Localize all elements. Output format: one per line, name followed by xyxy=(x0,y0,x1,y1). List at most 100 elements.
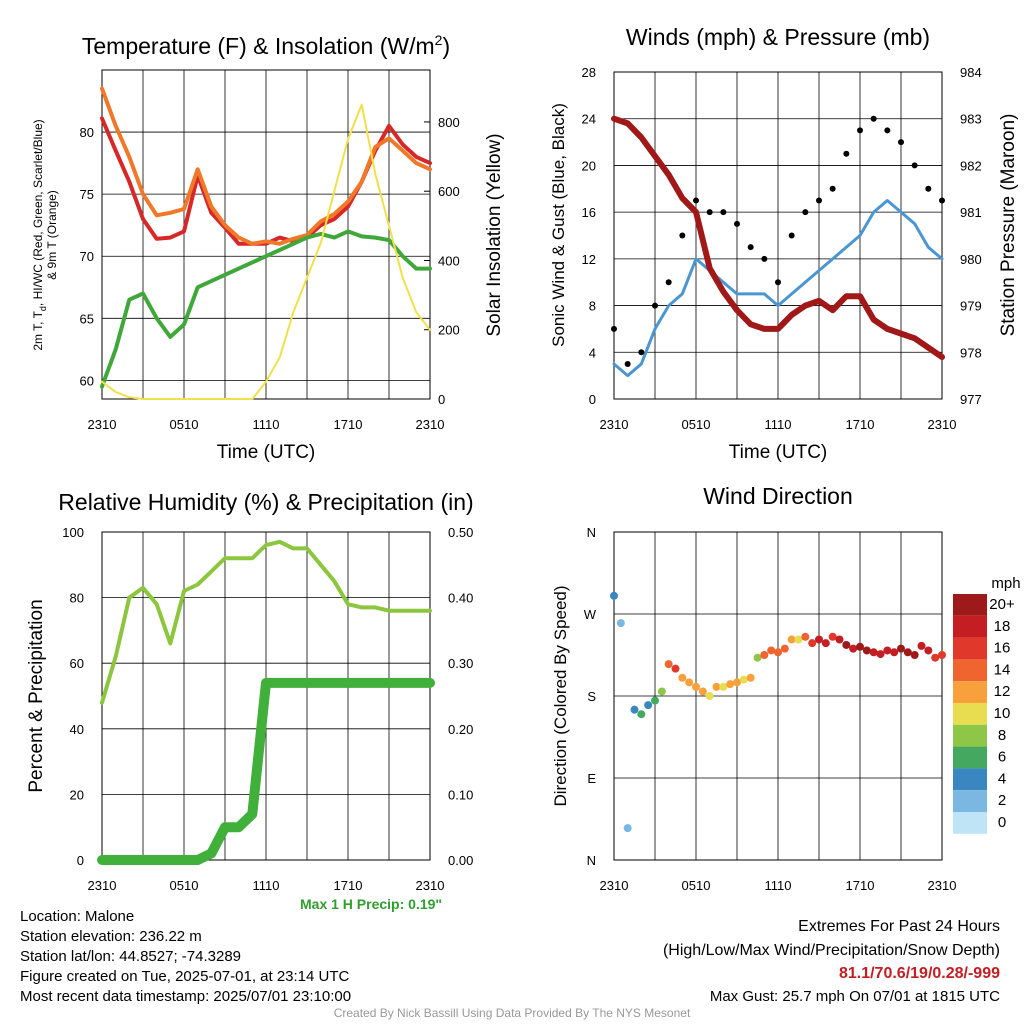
temperature-ytick-label: 75 xyxy=(80,187,94,202)
humidity-ytick-label: 100 xyxy=(62,525,84,540)
winds-gust-point xyxy=(816,197,822,204)
humidity-xtick-label: 2310 xyxy=(416,878,445,893)
humidity-xtick-label: 2310 xyxy=(88,878,117,893)
winds-gust-point xyxy=(706,209,713,216)
direction-point xyxy=(869,648,878,657)
direction-point xyxy=(644,701,653,710)
winds-xtick-label: 1110 xyxy=(765,417,792,432)
direction-point xyxy=(924,646,933,655)
direction-ylabel-left: Direction (Colored By Speed) xyxy=(551,585,570,806)
winds-panel-group: 0 4 8 12 16 20 24 28 977 978 979 980 981 982 983 984 231… xyxy=(549,24,1019,463)
direction-point xyxy=(801,632,810,641)
temperature-ylabel-part: , HI/WC (Red, Green, Scarlet/Blue) xyxy=(31,119,45,306)
speed-legend-swatch xyxy=(953,703,987,725)
direction-point xyxy=(917,641,926,650)
direction-point xyxy=(671,664,680,673)
temperature-title-sup: 2 xyxy=(435,32,443,48)
winds-gust-point xyxy=(857,127,863,134)
temperature-ylabel-right: Solar Insolation (Yellow) xyxy=(484,133,505,336)
humidity-ytick-right-label: 0.00 xyxy=(448,853,473,868)
humidity-xtick-label: 1110 xyxy=(253,878,280,893)
extremes-title: Extremes For Past 24 Hours xyxy=(798,918,1000,935)
winds-xtick-label: 2310 xyxy=(600,417,629,432)
direction-point xyxy=(692,682,700,691)
winds-ytick-right-label: 981 xyxy=(960,205,982,220)
speed-legend-label: 12 xyxy=(994,683,1011,700)
temperature-series-line xyxy=(100,229,432,389)
temperature-ytick-right-label: 400 xyxy=(438,253,460,268)
direction-point xyxy=(856,642,864,651)
temperature-ytick-label: 80 xyxy=(80,125,94,140)
winds-xtick-label: 1710 xyxy=(846,417,875,432)
humidity-xtick-label: 1710 xyxy=(334,878,363,893)
winds-ytick-label: 24 xyxy=(582,112,596,127)
direction-point xyxy=(637,710,646,719)
direction-point xyxy=(685,678,694,687)
humidity-ytick-label: 60 xyxy=(70,656,84,671)
max-precip-label: Max 1 H Precip: 0.19" xyxy=(300,896,443,912)
direction-point xyxy=(890,648,899,657)
footer-location: Location: Malone xyxy=(20,908,135,925)
direction-point xyxy=(630,705,639,714)
humidity-ytick-label: 80 xyxy=(70,591,84,606)
direction-point xyxy=(726,680,735,689)
winds-gust-point xyxy=(788,232,795,239)
winds-ytick-label: 20 xyxy=(582,158,596,173)
speed-legend-swatch xyxy=(953,681,987,703)
direction-point xyxy=(780,644,789,653)
temperature-ylabel-part: 2m T, T xyxy=(31,310,45,350)
winds-gust-point xyxy=(734,220,740,227)
direction-ytick-label: N xyxy=(587,525,596,540)
direction-point xyxy=(733,678,741,687)
direction-point xyxy=(712,682,721,691)
temperature-title-close: ) xyxy=(442,33,450,59)
temperature-ytick-right-label: 200 xyxy=(438,323,460,338)
direction-ytick-label: W xyxy=(584,607,597,622)
humidity-rh-line xyxy=(100,539,432,705)
direction-point xyxy=(664,660,673,669)
speed-legend-label: 8 xyxy=(998,727,1006,744)
direction-point xyxy=(821,639,830,648)
humidity-precip-line xyxy=(97,677,435,865)
footer-created: Figure created on Tue, 2025-07-01, at 23… xyxy=(20,968,350,985)
direction-point xyxy=(678,673,687,682)
direction-point xyxy=(910,651,919,659)
temperature-xtick-label: 1710 xyxy=(334,417,363,432)
direction-point xyxy=(616,619,625,628)
speed-legend-swatch xyxy=(953,724,987,747)
temperature-xtick-label: 2310 xyxy=(88,417,117,432)
direction-point xyxy=(760,651,769,659)
direction-point xyxy=(883,646,892,655)
direction-point xyxy=(828,632,837,641)
temperature-ytick-right-label: 800 xyxy=(438,115,460,130)
winds-gust-point xyxy=(829,185,836,192)
winds-gust-point xyxy=(638,349,645,356)
direction-title: Wind Direction xyxy=(703,483,853,509)
direction-point xyxy=(610,591,618,600)
direction-point xyxy=(739,675,748,684)
winds-ytick-right-label: 977 xyxy=(960,392,982,407)
direction-point xyxy=(938,651,946,659)
speed-legend-swatch xyxy=(953,637,987,660)
direction-xtick-label: 0510 xyxy=(682,878,711,893)
winds-speed-line xyxy=(612,199,944,378)
direction-point xyxy=(657,687,666,696)
speed-legend-swatch xyxy=(953,768,987,791)
winds-title: Winds (mph) & Pressure (mb) xyxy=(626,24,930,50)
direction-point xyxy=(903,648,912,657)
winds-ytick-right-label: 984 xyxy=(960,65,982,80)
winds-gust-point xyxy=(652,302,658,309)
winds-gust-point xyxy=(611,325,617,332)
speed-legend-swatch xyxy=(953,790,987,812)
humidity-title: Relative Humidity (%) & Precipitation (i… xyxy=(58,489,473,515)
temperature-ytick-right-label: 0 xyxy=(438,392,445,407)
winds-ylabel-right: Station Pressure (Maroon) xyxy=(998,114,1019,337)
speed-legend-swatch xyxy=(953,659,987,682)
humidity-ytick-label: 20 xyxy=(70,787,84,802)
direction-point xyxy=(698,687,707,696)
winds-pressure-line xyxy=(611,115,945,360)
direction-point xyxy=(794,635,803,644)
winds-ytick-label: 28 xyxy=(582,65,596,80)
